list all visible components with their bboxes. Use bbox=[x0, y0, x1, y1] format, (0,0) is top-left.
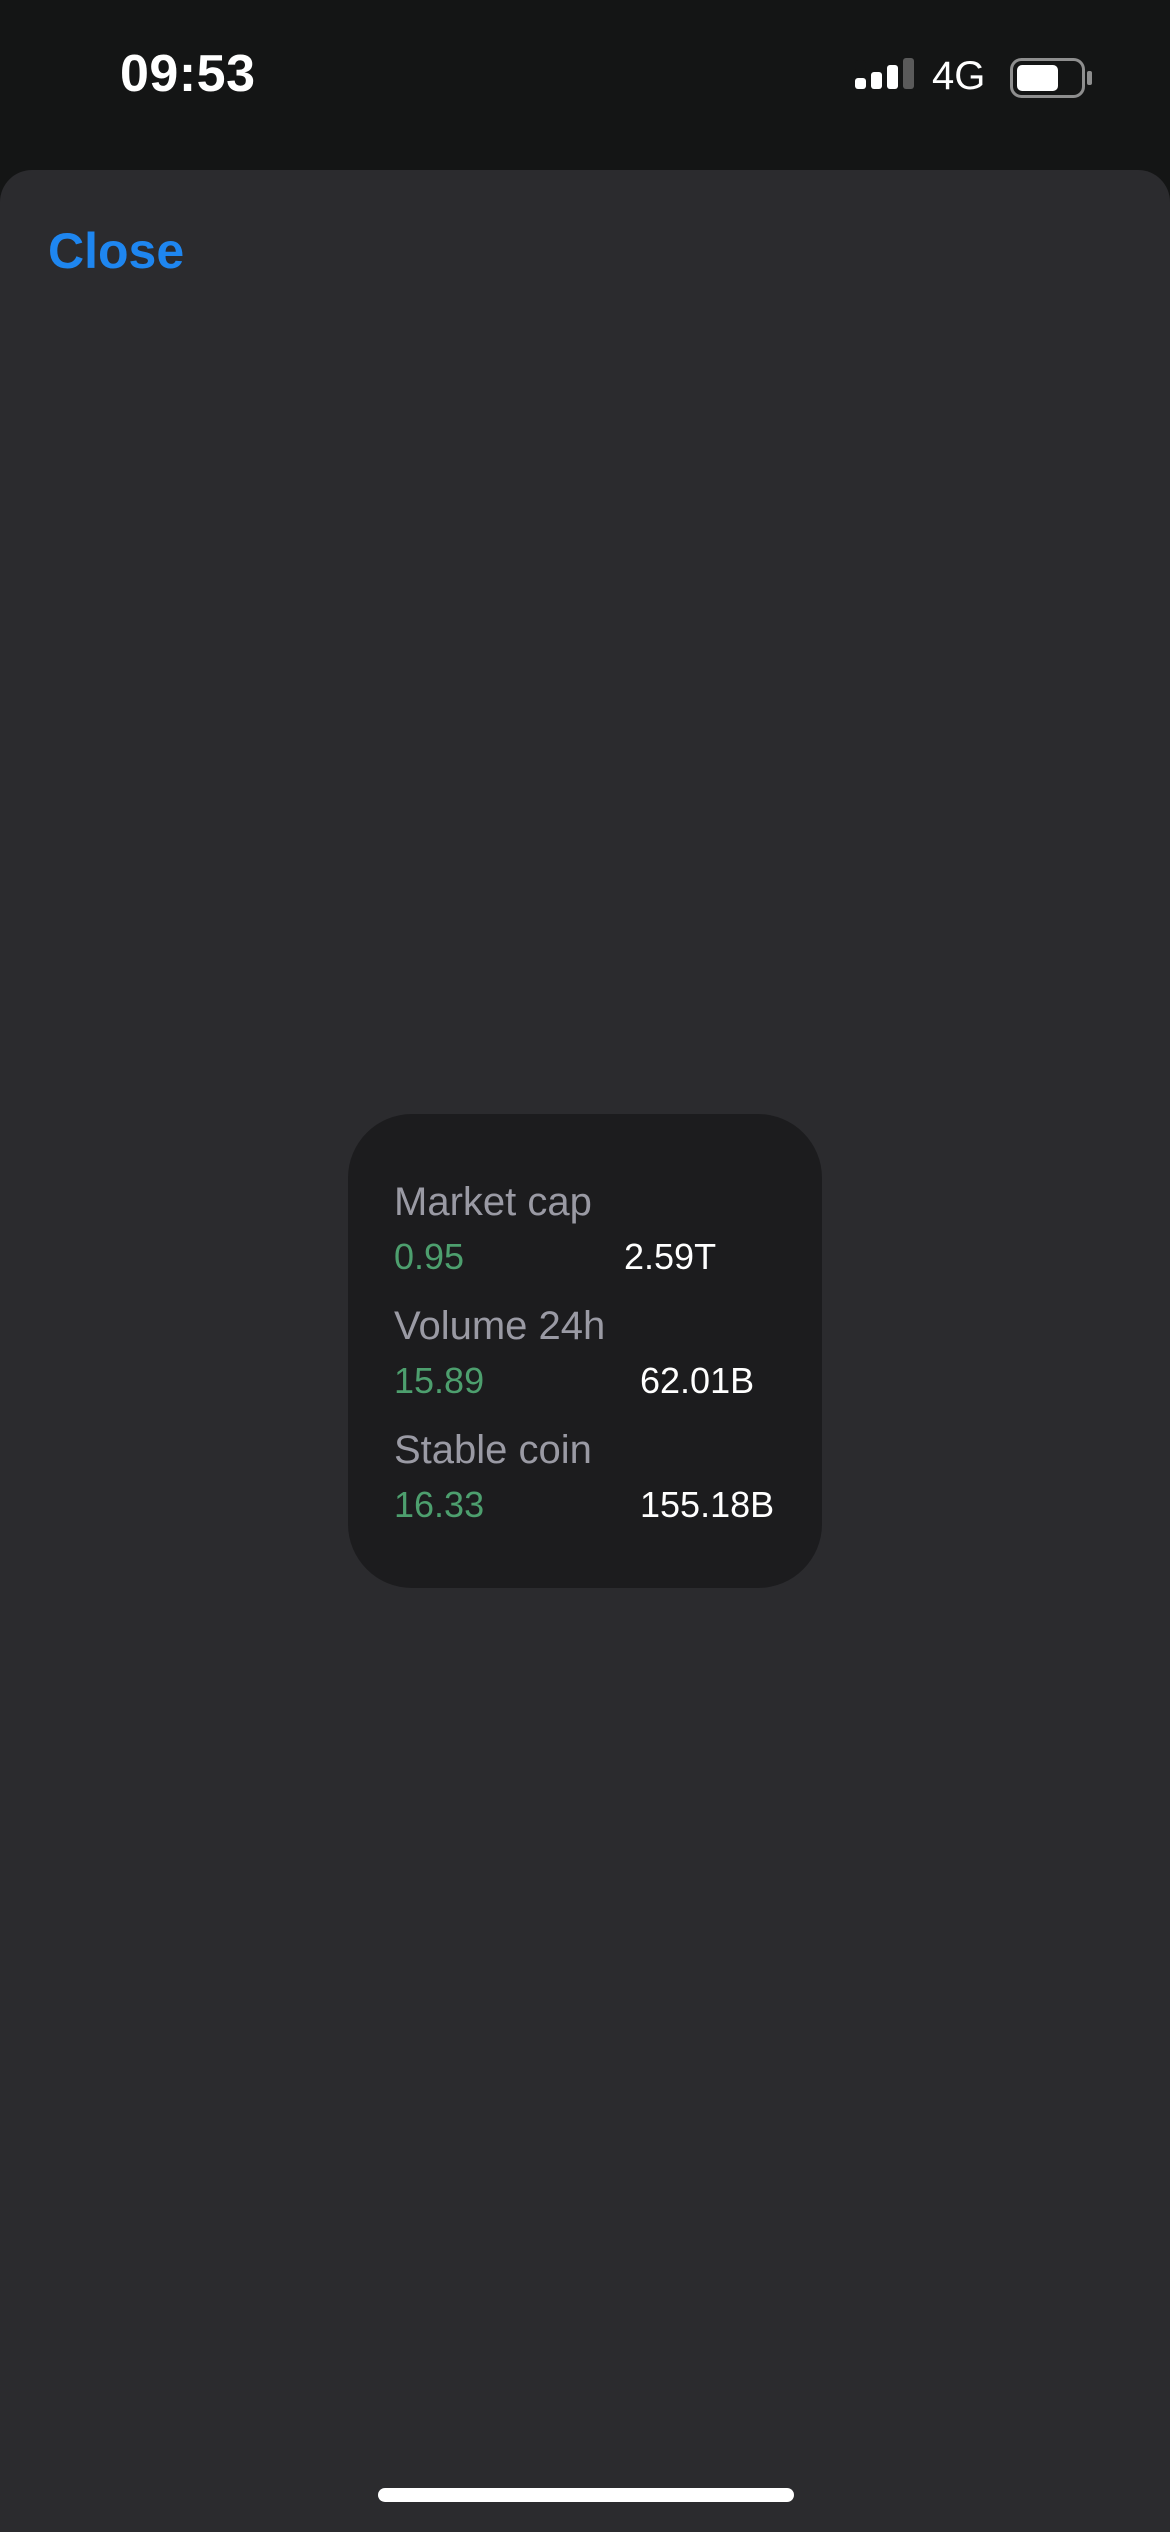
metric-label-volume-24h: Volume 24h bbox=[394, 1304, 606, 1348]
metric-change-stable-coin: 16.33 bbox=[394, 1484, 485, 1525]
status-time: 09:53 bbox=[120, 45, 256, 103]
metric-change-market-cap: 0.95 bbox=[394, 1236, 465, 1277]
market-widget-card: Market cap 0.95 2.59T Volume 24h 15.89 6… bbox=[348, 1114, 822, 1588]
metric-value-volume-24h: 62.01B bbox=[640, 1360, 755, 1401]
metric-value-stable-coin: 155.18B bbox=[640, 1484, 775, 1525]
battery-icon bbox=[1010, 58, 1092, 98]
metric-value-market-cap: 2.59T bbox=[624, 1236, 717, 1277]
home-indicator[interactable] bbox=[378, 2488, 794, 2502]
close-button[interactable]: Close bbox=[48, 223, 185, 279]
network-type: 4G bbox=[932, 54, 986, 98]
metric-change-volume-24h: 15.89 bbox=[394, 1360, 485, 1401]
status-bar: 09:53 4G bbox=[0, 0, 1170, 170]
metric-label-market-cap: Market cap bbox=[394, 1180, 592, 1224]
cellular-signal-icon bbox=[855, 58, 914, 89]
metric-label-stable-coin: Stable coin bbox=[394, 1428, 592, 1472]
